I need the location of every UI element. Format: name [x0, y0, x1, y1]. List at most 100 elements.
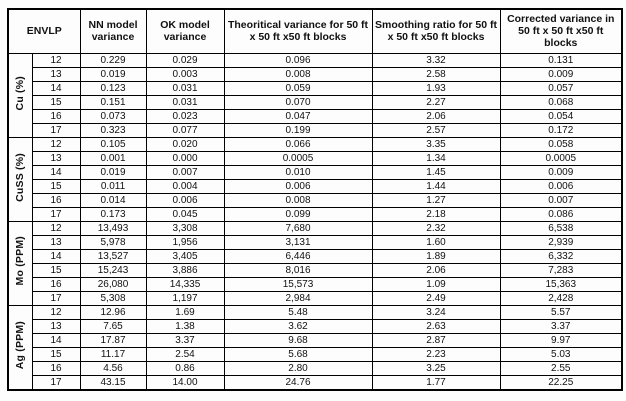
value-cell: 1.60 [371, 234, 501, 250]
value-cell: 2.18 [371, 206, 501, 222]
value-cell: 0.003 [145, 66, 225, 82]
value-cell: 0.096 [223, 52, 373, 68]
value-cell: 13,527 [79, 248, 147, 264]
value-cell: 0.001 [79, 150, 147, 166]
table-row: Cu (%) 12 0.229 0.029 0.096 3.32 0.131 [7, 52, 623, 138]
table-row: 15 15,243 3,886 8,016 2.06 7,283 [8, 262, 623, 278]
value-cell: 15,363 [499, 276, 623, 292]
header-row: ENVLP NN model variance OK model varianc… [7, 8, 623, 54]
value-cell: 7,283 [499, 262, 623, 278]
col-header-envlp: ENVLP [7, 8, 81, 54]
value-cell: 0.086 [499, 206, 623, 222]
value-cell: 0.099 [223, 206, 373, 222]
value-cell: 11.17 [79, 346, 147, 362]
value-cell: 0.0005 [223, 150, 373, 166]
value-cell: 5.68 [223, 346, 373, 362]
value-cell: 6,332 [499, 248, 623, 264]
value-cell: 0.073 [79, 108, 147, 124]
value-cell: 0.029 [145, 52, 225, 68]
group-label-cell: Ag (PPM) [7, 304, 33, 390]
value-cell: 3.37 [145, 332, 225, 348]
value-cell: 14,335 [145, 276, 225, 292]
value-cell: 1.34 [371, 150, 501, 166]
value-cell: 9.97 [499, 332, 623, 348]
value-cell: 5,978 [79, 234, 147, 250]
value-cell: 24.76 [223, 374, 373, 390]
value-cell: 1.44 [371, 178, 501, 194]
envlp-cell: 15 [31, 94, 81, 110]
value-cell: 15,243 [79, 262, 147, 278]
value-cell: 3.37 [499, 318, 623, 334]
value-cell: 7,680 [223, 220, 373, 236]
value-cell: 0.031 [145, 94, 225, 110]
value-cell: 5.57 [499, 304, 623, 320]
value-cell: 0.009 [499, 164, 623, 180]
envlp-cell: 13 [31, 150, 81, 166]
value-cell: 3,886 [145, 262, 225, 278]
value-cell: 0.054 [499, 108, 623, 124]
value-cell: 3,405 [145, 248, 225, 264]
table-row: 16 0.073 0.023 0.047 2.06 0.054 [8, 108, 623, 124]
value-cell: 3.35 [371, 136, 501, 152]
value-cell: 0.008 [223, 66, 373, 82]
value-cell: 2.23 [371, 346, 501, 362]
envlp-cell: 12 [31, 220, 81, 236]
value-cell: 2.58 [371, 66, 501, 82]
value-cell: 3.32 [371, 52, 501, 68]
table-row: 15 11.17 2.54 5.68 2.23 5.03 [8, 346, 623, 362]
value-cell: 2.80 [223, 360, 373, 376]
value-cell: 0.019 [79, 66, 147, 82]
value-cell: 3.62 [223, 318, 373, 334]
value-cell: 3,308 [145, 220, 225, 236]
value-cell: 0.006 [223, 178, 373, 194]
value-cell: 4.56 [79, 360, 147, 376]
table-row: 13 0.001 0.000 0.0005 1.34 0.0005 [8, 150, 623, 166]
value-cell: 1.93 [371, 80, 501, 96]
envlp-cell: 14 [31, 164, 81, 180]
value-cell: 0.105 [79, 136, 147, 152]
value-cell: 0.031 [145, 80, 225, 96]
value-cell: 43.15 [79, 374, 147, 390]
value-cell: 2,984 [223, 290, 373, 306]
value-cell: 12.96 [79, 304, 147, 320]
envlp-cell: 16 [31, 276, 81, 292]
value-cell: 0.011 [79, 178, 147, 194]
value-cell: 1.27 [371, 192, 501, 208]
value-cell: 0.86 [145, 360, 225, 376]
value-cell: 2.55 [499, 360, 623, 376]
table-row: 16 0.014 0.006 0.008 1.27 0.007 [8, 192, 623, 208]
value-cell: 0.009 [499, 66, 623, 82]
value-cell: 8,016 [223, 262, 373, 278]
table-row: 15 0.011 0.004 0.006 1.44 0.006 [8, 178, 623, 194]
table-row: 16 26,080 14,335 15,573 1.09 15,363 [8, 276, 623, 292]
col-header-theoretical-variance: Theoritical variance for 50 ft x 50 ft x… [223, 8, 373, 54]
value-cell: 6,446 [223, 248, 373, 264]
value-cell: 2.32 [371, 220, 501, 236]
value-cell: 2.57 [371, 122, 501, 138]
envlp-cell: 15 [31, 346, 81, 362]
value-cell: 0.0005 [499, 150, 623, 166]
table-row: 15 0.151 0.031 0.070 2.27 0.068 [8, 94, 623, 110]
value-cell: 26,080 [79, 276, 147, 292]
table-row: 14 17.87 3.37 9.68 2.87 9.97 [8, 332, 623, 348]
value-cell: 0.323 [79, 122, 147, 138]
value-cell: 0.023 [145, 108, 225, 124]
value-cell: 0.006 [499, 178, 623, 194]
value-cell: 3.25 [371, 360, 501, 376]
value-cell: 0.131 [499, 52, 623, 68]
envlp-cell: 15 [31, 178, 81, 194]
value-cell: 2,939 [499, 234, 623, 250]
value-cell: 17.87 [79, 332, 147, 348]
envlp-cell: 13 [31, 234, 81, 250]
table-row: 17 5,308 1,197 2,984 2.49 2,428 [8, 290, 623, 306]
value-cell: 2.49 [371, 290, 501, 306]
value-cell: 0.008 [223, 192, 373, 208]
col-header-smoothing-ratio: Smoothing ratio for 50 ft x 50 ft x50 ft… [371, 8, 501, 54]
value-cell: 0.010 [223, 164, 373, 180]
table-row: 17 0.323 0.077 0.199 2.57 0.172 [8, 122, 623, 138]
envlp-cell: 14 [31, 80, 81, 96]
table-row: 14 0.123 0.031 0.059 1.93 0.057 [8, 80, 623, 96]
value-cell: 1.89 [371, 248, 501, 264]
value-cell: 0.006 [145, 192, 225, 208]
value-cell: 14.00 [145, 374, 225, 390]
